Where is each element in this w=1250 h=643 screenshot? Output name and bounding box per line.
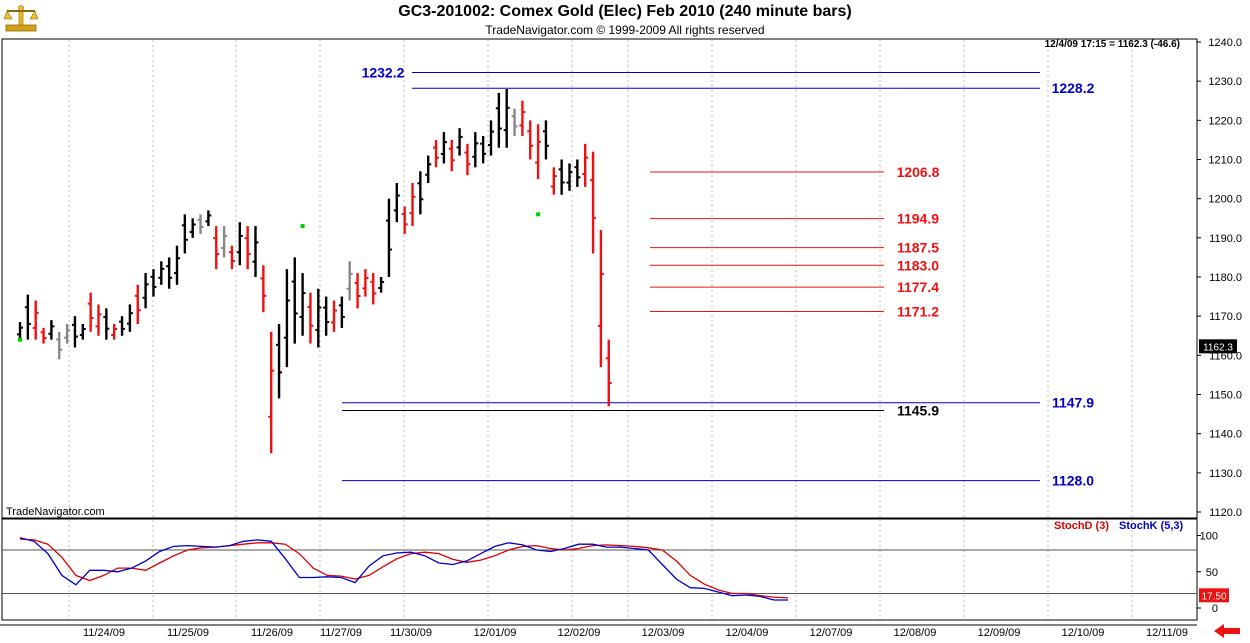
y-tick-label: 1170.0 (1209, 311, 1242, 323)
date-label: 11/27/09 (320, 627, 362, 639)
date-label: 12/01/09 (474, 627, 517, 639)
y-tick-label: 1160.0 (1209, 350, 1242, 362)
last-price-box (1199, 339, 1237, 354)
stoch-series-line (19, 538, 789, 599)
chart-title: GC3-201002: Comex Gold (Elec) Feb 2010 (… (398, 3, 852, 20)
fib-line-label: 1183.0 (897, 257, 939, 273)
y-tick-label: 1120.0 (1209, 507, 1242, 519)
low-line-label: 1145.9 (897, 403, 939, 419)
y-tick-label: 1140.0 (1209, 429, 1242, 441)
stoch-last-box (1199, 588, 1229, 603)
y-tick-label: 1230.0 (1208, 76, 1242, 88)
date-label: 12/09/09 (978, 627, 1021, 639)
fib-line-label: 1187.5 (897, 240, 939, 256)
fib-line-label: 1206.8 (897, 164, 940, 180)
date-label: 11/26/09 (251, 627, 293, 639)
stoch-series-line (19, 537, 788, 601)
fib-line-label: 1171.2 (897, 303, 939, 319)
fib-line-label: 1177.4 (897, 279, 939, 295)
scroll-left-icon (1214, 624, 1240, 638)
y-tick-label: 1180.0 (1209, 272, 1242, 284)
fib-line-label: 1194.9 (897, 211, 939, 227)
chart-copyright: TradeNavigator.com © 1999-2009 All right… (485, 23, 765, 37)
stoch-tick-label: 100 (1200, 531, 1218, 543)
y-tick-label: 1200.0 (1208, 194, 1242, 206)
date-label: 12/02/09 (558, 627, 601, 639)
y-tick-label: 1220.0 (1208, 115, 1242, 127)
stoch-tick-label: 50 (1206, 567, 1218, 579)
signal-dot (536, 212, 541, 217)
date-label: 12/07/09 (810, 627, 853, 639)
signal-dot (300, 224, 305, 229)
date-label: 12/11/09 (1146, 627, 1188, 639)
y-tick-label: 1210.0 (1208, 155, 1242, 167)
target-line-label: 1128.0 (1052, 473, 1094, 489)
stoch-legend-d: StochD (3) (1054, 520, 1109, 532)
price-panel-frame (1, 38, 1198, 519)
y-tick-label: 1240.0 (1208, 37, 1242, 49)
quote-readout: 12/4/09 17:15 = 1162.3 (-46.6) (1045, 39, 1180, 50)
date-label: 11/30/09 (390, 627, 432, 639)
y-tick-label: 1190.0 (1209, 233, 1242, 245)
date-label: 12/10/09 (1062, 627, 1105, 639)
stoch-last-label: 17.50 (1201, 591, 1226, 602)
target-line-label: 1232.2 (362, 65, 405, 81)
stoch-legend-k: StochK (5,3) (1119, 520, 1184, 532)
watermark-text: TradeNavigator.com (6, 506, 105, 518)
y-tick-label: 1130.0 (1209, 468, 1242, 480)
date-label: 11/24/09 (83, 627, 125, 639)
y-tick-label: 1150.0 (1209, 390, 1242, 402)
gold-scale-logo-icon (4, 5, 38, 32)
target-line-label: 1147.9 (1052, 395, 1094, 411)
last-price-label: 1162.3 (1203, 342, 1233, 353)
signal-dot (18, 337, 22, 342)
date-label: 12/08/09 (894, 627, 937, 639)
date-label: 12/03/09 (642, 627, 685, 639)
target-line-label: 1228.2 (1052, 80, 1095, 96)
date-label: 11/25/09 (167, 627, 209, 639)
oscillator-panel-frame (1, 518, 1198, 621)
stoch-tick-label: 0 (1212, 603, 1218, 615)
date-label: 12/04/09 (726, 627, 769, 639)
